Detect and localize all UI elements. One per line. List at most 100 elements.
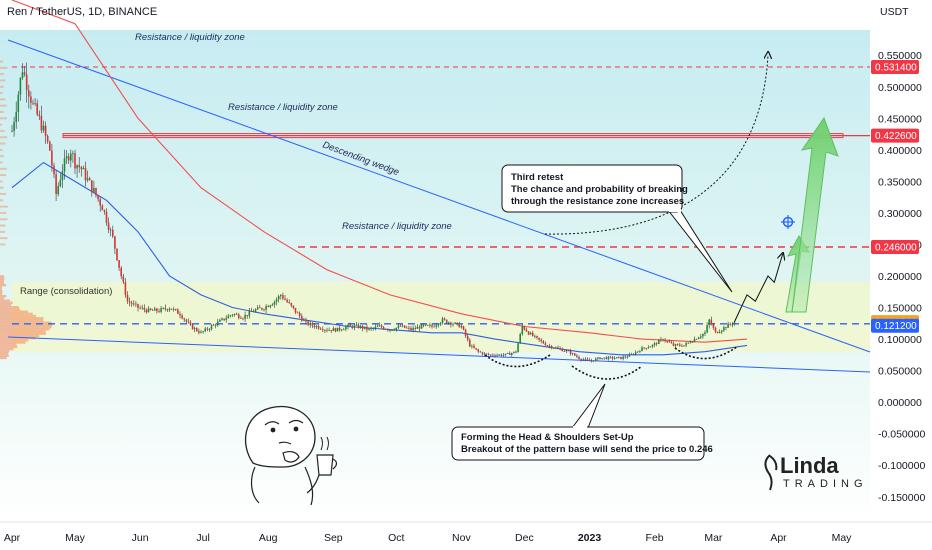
candle — [217, 318, 219, 327]
svg-text:Linda: Linda — [780, 453, 839, 478]
candle — [225, 314, 227, 323]
candle — [641, 345, 643, 352]
candle — [244, 311, 246, 322]
candle — [212, 323, 215, 326]
candle — [569, 348, 572, 356]
candle — [672, 341, 675, 347]
candle — [697, 336, 700, 340]
candle — [361, 325, 364, 332]
candle — [477, 348, 479, 354]
volume-bar — [0, 339, 29, 342]
candle — [177, 308, 179, 314]
candle — [506, 352, 509, 355]
candle — [410, 326, 412, 332]
candle — [338, 326, 341, 332]
volume-bar — [0, 332, 46, 335]
volume-bar — [0, 306, 19, 309]
candle — [322, 326, 324, 333]
candle — [126, 291, 129, 304]
candle — [544, 341, 547, 346]
candle — [248, 307, 251, 319]
volume-bar — [0, 129, 5, 132]
candle — [99, 196, 101, 212]
candle — [277, 294, 280, 303]
candle — [723, 325, 725, 332]
candle — [196, 327, 198, 332]
x-axis[interactable]: Apr May Jun Jul Aug Sep Oct Nov Dec 2023 Feb Mar Apr… — [4, 532, 852, 544]
candle — [487, 352, 490, 356]
x-tick-label: Nov — [452, 532, 471, 544]
candle — [296, 311, 299, 314]
volume-bar — [0, 199, 4, 202]
volume-bar — [0, 328, 50, 331]
candle — [374, 324, 377, 331]
candle — [611, 355, 614, 361]
y-tick-label: 0.300000 — [878, 208, 922, 220]
volume-bar — [0, 319, 44, 322]
candle — [326, 327, 328, 333]
candle — [252, 309, 255, 313]
candle — [189, 319, 192, 327]
candle — [319, 327, 322, 330]
candle — [529, 331, 532, 335]
candle — [250, 307, 253, 312]
x-tick-label: Jun — [132, 532, 149, 544]
candle — [586, 357, 589, 361]
candle — [57, 182, 59, 197]
target-icon[interactable] — [781, 215, 795, 229]
candle — [435, 322, 437, 329]
candle — [553, 347, 555, 350]
candle — [67, 153, 70, 165]
candle — [44, 121, 47, 144]
volume-bar — [0, 345, 18, 349]
candle — [313, 323, 316, 329]
price-badge: 0.531400 — [871, 59, 919, 74]
candle — [534, 334, 536, 339]
candle — [30, 91, 32, 110]
volume-bar — [0, 180, 3, 183]
candle — [372, 327, 374, 331]
candle — [170, 308, 173, 310]
candle — [490, 354, 492, 357]
volume-bar — [0, 117, 7, 120]
candle — [17, 90, 20, 122]
candle — [63, 149, 66, 180]
candle — [240, 315, 242, 319]
candle — [561, 347, 563, 352]
candle — [95, 187, 97, 198]
candle — [389, 329, 391, 333]
volume-bar — [0, 299, 11, 302]
candle — [565, 349, 568, 354]
candle — [364, 326, 366, 330]
volume-bar — [0, 281, 5, 285]
candle — [515, 350, 517, 354]
candle — [286, 298, 288, 303]
candle — [607, 356, 610, 361]
candle — [82, 165, 85, 170]
candle — [710, 316, 713, 326]
candle — [61, 164, 64, 189]
candle — [214, 323, 217, 329]
candle — [397, 322, 400, 329]
price-badge-label: 0.531400 — [875, 62, 917, 73]
candle — [376, 324, 379, 328]
candle — [154, 306, 156, 311]
volume-bar — [0, 334, 40, 338]
candle — [385, 328, 387, 330]
price-badge: 0.121200 — [871, 318, 919, 333]
volume-bar — [0, 136, 8, 139]
candle — [433, 324, 435, 328]
candle — [437, 324, 440, 328]
candle — [160, 305, 162, 314]
candle — [78, 157, 80, 173]
y-axis[interactable]: 0.550000 0.500000 0.450000 0.400000 0.350000… — [878, 50, 925, 504]
candle — [72, 150, 74, 163]
candle — [718, 329, 721, 334]
candle — [38, 110, 41, 120]
candle — [685, 341, 687, 348]
candle — [517, 342, 519, 353]
volume-bar — [0, 343, 17, 346]
candle — [424, 324, 427, 327]
candle — [175, 308, 177, 311]
